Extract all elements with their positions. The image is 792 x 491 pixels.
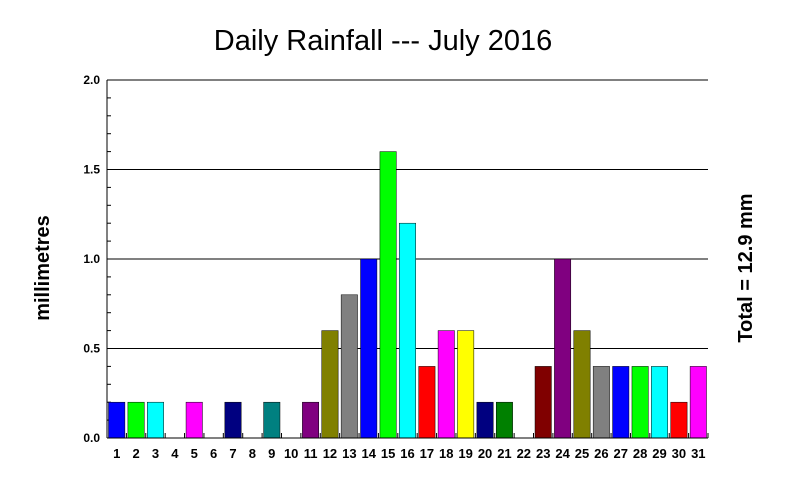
x-tick-label: 19 <box>458 446 472 461</box>
bar <box>573 330 591 439</box>
bar <box>185 401 203 439</box>
x-tick-label: 2 <box>132 446 139 461</box>
y-tick-label: 1.5 <box>83 163 100 177</box>
x-tick-label: 10 <box>284 446 298 461</box>
bar <box>689 366 707 439</box>
bar <box>554 258 572 439</box>
bar <box>612 366 630 439</box>
bar <box>592 366 610 439</box>
bar <box>418 366 436 439</box>
y-tick-labels: 0.0 0.5 1.0 1.5 2.0 <box>83 73 100 445</box>
x-tick-label: 16 <box>400 446 414 461</box>
chart-title: Daily Rainfall --- July 2016 <box>214 25 552 57</box>
x-tick-label: 12 <box>323 446 337 461</box>
x-tick-label: 7 <box>229 446 236 461</box>
bar <box>399 222 416 439</box>
x-tick-label: 31 <box>691 446 705 461</box>
bar <box>360 258 378 439</box>
x-tick-label: 9 <box>268 446 275 461</box>
axes <box>106 80 708 439</box>
x-tick-label: 21 <box>497 446 511 461</box>
bar <box>476 401 494 439</box>
x-tick-label: 23 <box>536 446 550 461</box>
bar <box>651 366 668 439</box>
x-tick-label: 26 <box>594 446 608 461</box>
x-tick-label: 30 <box>672 446 686 461</box>
bar <box>340 294 358 439</box>
bar <box>108 401 126 439</box>
x-tick-label: 6 <box>210 446 217 461</box>
x-tick-label: 20 <box>478 446 492 461</box>
x-tick-label: 22 <box>517 446 531 461</box>
y-axis-label: millimetres <box>32 215 54 321</box>
x-tick-label: 15 <box>381 446 395 461</box>
x-tick-label: 4 <box>171 446 179 461</box>
x-tick-label: 11 <box>304 446 318 461</box>
bar <box>495 401 513 439</box>
bar <box>224 401 242 439</box>
bar <box>321 330 339 439</box>
x-tick-label: 5 <box>191 446 198 461</box>
x-tick-label: 8 <box>249 446 256 461</box>
x-tick-label: 18 <box>439 446 453 461</box>
bar <box>127 401 145 439</box>
total-annotation: Total = 12.9 mm <box>735 193 757 342</box>
bar <box>631 366 649 439</box>
bar <box>263 401 281 439</box>
x-tick-label: 3 <box>152 446 159 461</box>
y-tick-label: 0.5 <box>83 342 100 356</box>
x-tick-label: 1 <box>113 446 120 461</box>
bar <box>379 151 397 439</box>
bar <box>437 330 455 439</box>
y-tick-label: 0.0 <box>83 431 100 445</box>
bar <box>302 401 320 439</box>
x-tick-label: 17 <box>420 446 434 461</box>
bars-group <box>108 151 707 439</box>
x-tick-label: 13 <box>342 446 356 461</box>
x-tick-label: 27 <box>614 446 628 461</box>
x-tick-label: 28 <box>633 446 647 461</box>
bar <box>147 401 164 439</box>
y-tick-label: 1.0 <box>83 252 100 266</box>
x-tick-label: 14 <box>361 446 376 461</box>
bar <box>534 366 552 439</box>
bar <box>457 330 475 439</box>
x-tick-label: 24 <box>555 446 570 461</box>
x-tick-label: 25 <box>575 446 589 461</box>
y-tick-label: 2.0 <box>83 73 100 87</box>
bar <box>670 401 688 439</box>
x-tick-label: 29 <box>652 446 666 461</box>
x-tick-labels: 1 2 3 4 5 6 7 8 9 10 11 12 13 14 15 16 17 18 19 20 21 22 23 24 2… <box>113 433 709 461</box>
